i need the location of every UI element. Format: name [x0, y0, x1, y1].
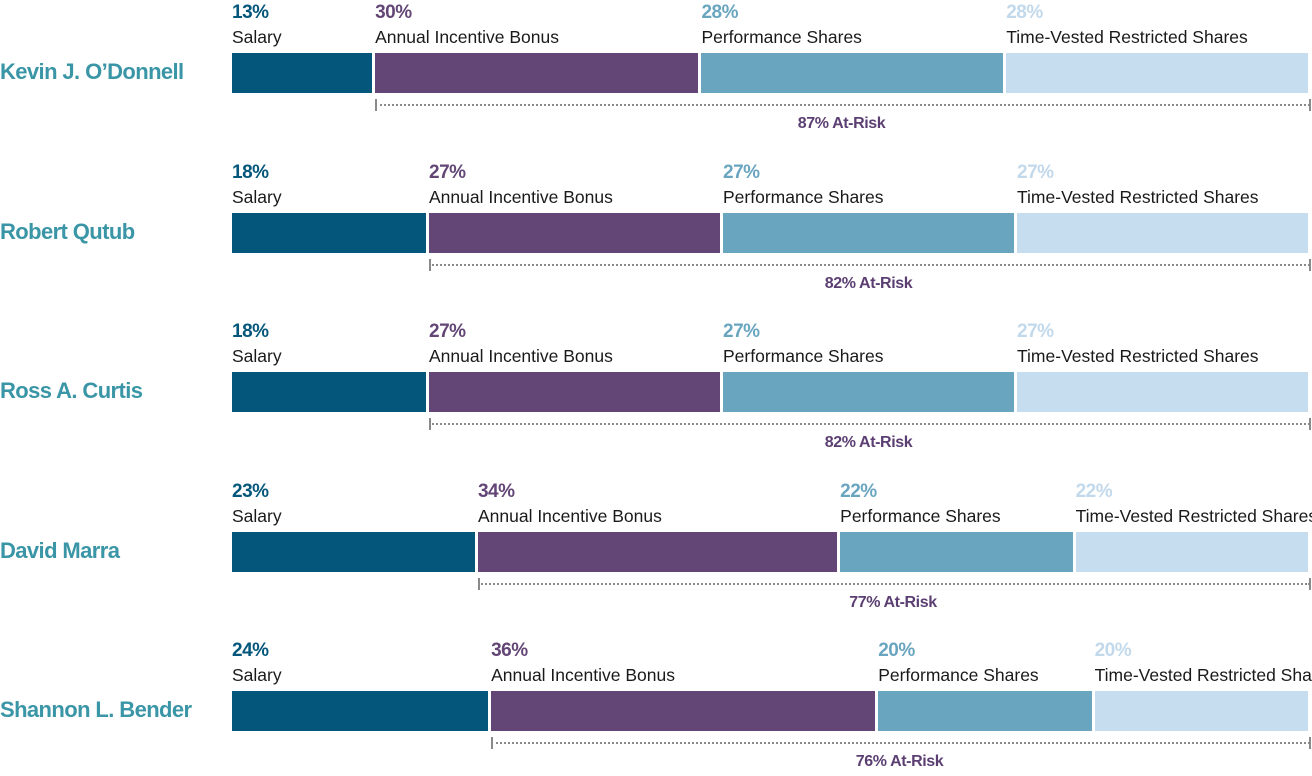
percent-label-performance: 28% [701, 2, 738, 23]
category-label-restricted: Time-Vested Restricted Shares [1017, 186, 1259, 207]
percent-label-restricted: 27% [1017, 321, 1054, 342]
category-label-restricted: Time-Vested Restricted Shares [1017, 346, 1259, 366]
at-risk-bracket-start [375, 99, 378, 111]
percent-label-bonus: 27% [429, 161, 466, 183]
percent-label-performance: 20% [878, 640, 915, 661]
category-label-salary: Salary [232, 27, 282, 47]
bar-segment-salary [232, 53, 373, 93]
bar-segment-performance [723, 212, 1014, 253]
category-label-bonus: Annual Incentive Bonus [429, 346, 613, 366]
executive-name: Ross A. Curtis [0, 378, 143, 403]
bar-segment-performance [878, 691, 1092, 731]
bar-segment-bonus [429, 212, 720, 253]
bar-segment-bonus [477, 531, 838, 572]
bar-segment-restricted [1006, 53, 1308, 93]
at-risk-bracket-end [1309, 577, 1311, 590]
at-risk-bracket-start [429, 418, 431, 430]
at-risk-bracket-end [1309, 99, 1311, 111]
percent-label-restricted: 22% [1075, 480, 1113, 502]
category-label-salary: Salary [232, 665, 282, 685]
category-label-bonus: Annual Incentive Bonus [491, 665, 675, 685]
at-risk-label: 76% At-Risk [855, 753, 944, 770]
bar-segment-restricted [1017, 372, 1308, 412]
at-risk-bracket-start [477, 577, 480, 590]
percent-label-performance: 22% [840, 480, 877, 502]
at-risk-bracket-end [1309, 418, 1311, 430]
bar-segment-restricted [1017, 212, 1308, 253]
percent-label-bonus: 30% [375, 2, 412, 23]
executive-name: Shannon L. Bender [0, 697, 192, 722]
bar-segment-bonus [429, 372, 720, 412]
category-label-performance: Performance Shares [701, 27, 862, 47]
percent-label-restricted: 28% [1006, 2, 1043, 23]
category-label-salary: Salary [232, 186, 282, 207]
bar-segment-performance [701, 53, 1004, 93]
bar-segment-performance [840, 531, 1073, 572]
at-risk-bracket-start [429, 258, 431, 271]
executive-name: David Marra [0, 537, 120, 563]
bar-segment-salary [232, 531, 475, 572]
executive-name: Kevin J. O’Donnell [0, 59, 184, 84]
at-risk-bracket-line [491, 742, 1310, 744]
at-risk-label: 77% At-Risk [849, 593, 937, 611]
percent-label-bonus: 34% [477, 480, 515, 502]
category-label-performance: Performance Shares [878, 665, 1039, 685]
category-label-restricted: Time-Vested Restricted Shares [1094, 665, 1312, 685]
category-label-bonus: Annual Incentive Bonus [477, 505, 662, 526]
executive-name: Robert Qutub [0, 218, 135, 244]
percent-label-salary: 18% [232, 161, 269, 183]
category-label-performance: Performance Shares [723, 346, 884, 366]
category-label-restricted: Time-Vested Restricted Shares [1075, 505, 1312, 526]
category-label-salary: Salary [232, 505, 282, 526]
percent-label-restricted: 20% [1094, 640, 1132, 661]
bar-segment-salary [232, 212, 426, 253]
percent-label-restricted: 27% [1017, 161, 1054, 183]
category-label-performance: Performance Shares [840, 505, 1001, 526]
bar-segment-salary [232, 372, 426, 412]
at-risk-label: 87% At-Risk [797, 115, 886, 132]
percent-label-salary: 18% [232, 321, 269, 342]
category-label-salary: Salary [232, 346, 282, 366]
category-label-restricted: Time-Vested Restricted Shares [1006, 27, 1248, 47]
at-risk-bracket-start [491, 737, 494, 749]
at-risk-label: 82% At-Risk [824, 274, 913, 292]
at-risk-bracket-end [1309, 737, 1311, 749]
bar-segment-bonus [375, 53, 699, 93]
percent-label-salary: 24% [232, 640, 269, 661]
percent-label-bonus: 36% [491, 640, 528, 661]
at-risk-bracket-line [375, 104, 1310, 106]
bar-segment-restricted [1075, 531, 1308, 572]
at-risk-bracket-line [477, 582, 1310, 585]
percent-label-salary: 23% [232, 480, 269, 502]
category-label-performance: Performance Shares [723, 186, 884, 207]
category-label-bonus: Annual Incentive Bonus [375, 27, 559, 47]
percent-label-salary: 13% [232, 2, 269, 23]
percent-label-performance: 27% [723, 161, 760, 183]
percent-label-performance: 27% [723, 321, 760, 342]
at-risk-bracket-line [429, 423, 1310, 425]
at-risk-bracket-line [429, 263, 1310, 266]
percent-label-bonus: 27% [429, 321, 466, 342]
at-risk-bracket-end [1309, 258, 1311, 271]
category-label-bonus: Annual Incentive Bonus [429, 186, 613, 207]
bar-segment-restricted [1094, 691, 1308, 731]
bar-segment-salary [232, 691, 489, 731]
bar-segment-bonus [491, 691, 876, 731]
at-risk-label: 82% At-Risk [824, 434, 913, 451]
bar-segment-performance [723, 372, 1014, 412]
